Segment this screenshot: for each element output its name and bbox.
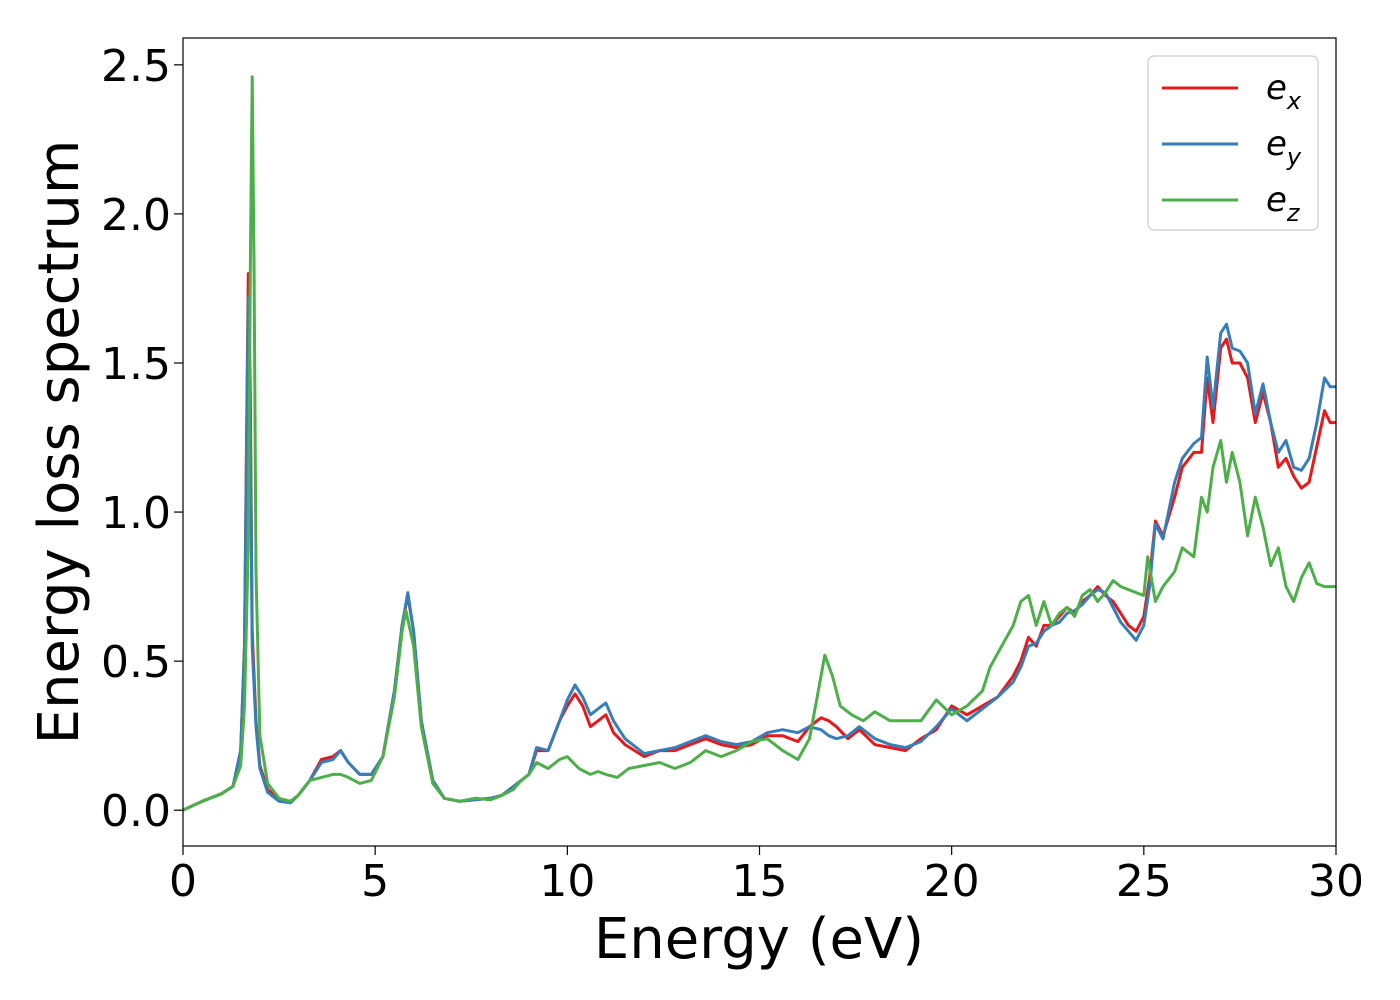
x-tick-label: 5 [361,856,389,907]
series-line-z [183,75,1336,812]
y-tick-label: 1.0 [101,488,171,539]
axes: 0 5 10 15 20 25 30 0.0 0.5 1.0 1.5 2.0 2.5 [101,37,1364,907]
x-tick-label: 25 [1116,856,1172,907]
x-tick-label: 15 [732,856,788,907]
series-line-x [183,272,1336,812]
x-tick-label: 10 [539,856,595,907]
y-tick-label: 0.5 [101,637,171,688]
y-tick-label: 0.0 [101,786,171,837]
series-line-y [183,295,1336,812]
legend-label-z: ez [1266,180,1301,227]
plot-area [183,75,1336,812]
x-axis-title: Energy (eV) [594,907,924,972]
x-tick-label: 0 [169,856,197,907]
legend-label-y: ey [1266,124,1302,171]
x-tick-label: 30 [1308,856,1364,907]
y-tick-label: 1.5 [101,339,171,390]
legend-label-x: ex [1266,68,1302,115]
legend: ex ey ez [1147,55,1319,231]
y-axis-title: Energy loss spectrum [27,140,92,745]
y-tick-label: 2.5 [101,41,171,92]
x-tick-label: 20 [924,856,980,907]
y-tick-label: 2.0 [101,190,171,241]
